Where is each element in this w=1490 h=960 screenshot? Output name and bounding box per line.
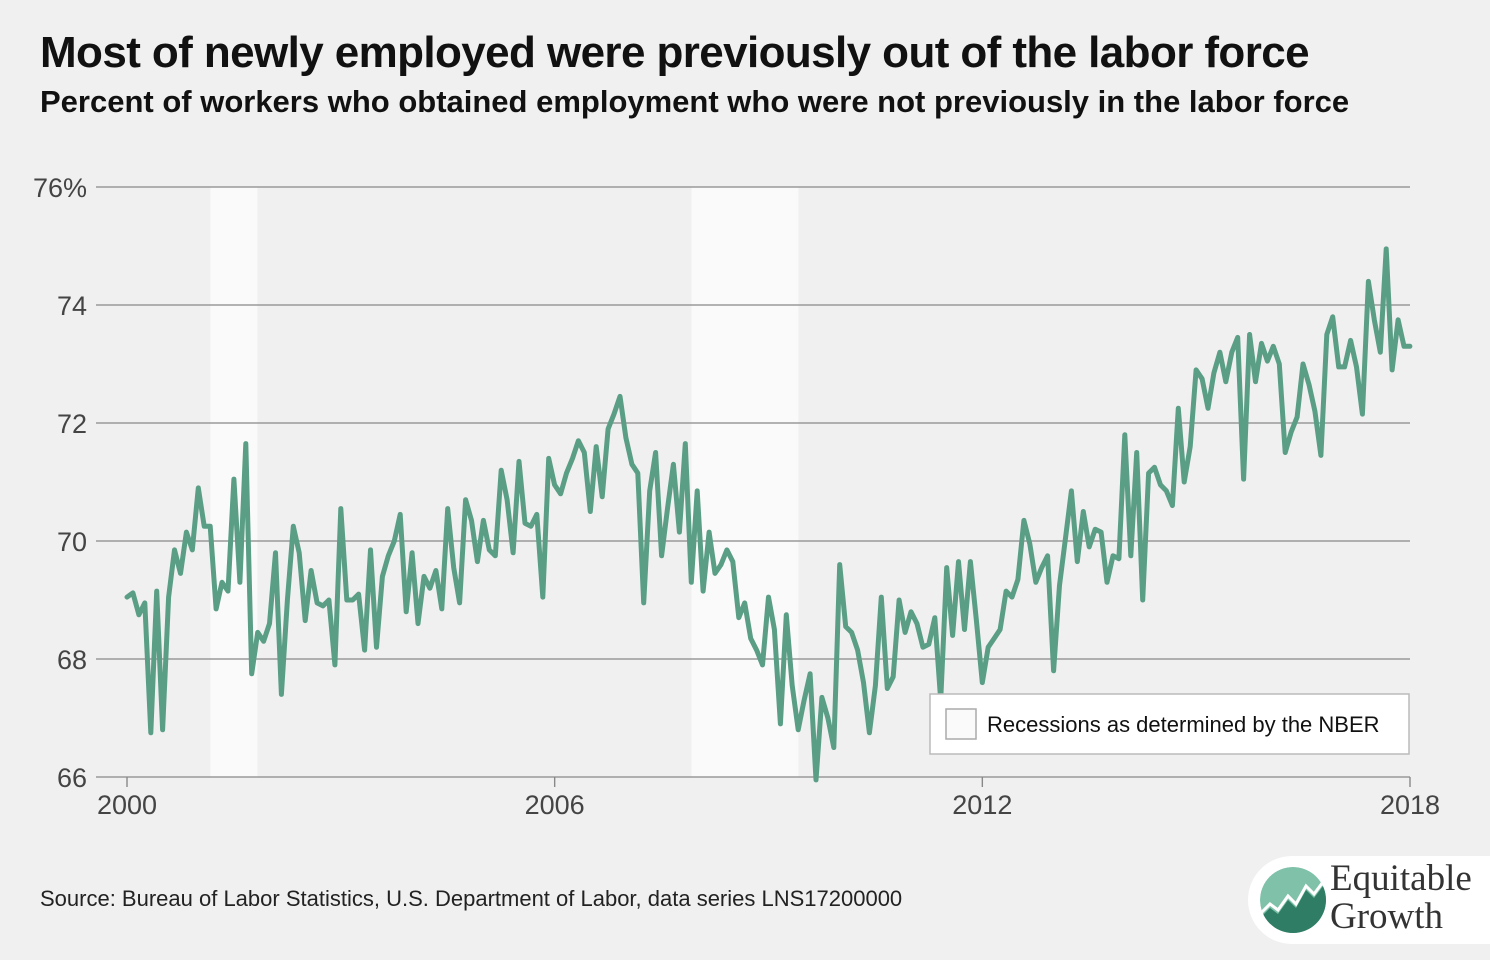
- y-tick-label: 66: [57, 763, 87, 793]
- gridlines: [96, 186, 1410, 778]
- y-tick-label: 72: [57, 409, 87, 439]
- equitable-growth-logo: Equitable Growth: [1248, 856, 1490, 944]
- logo-word-equitable: Equitable: [1330, 858, 1472, 899]
- x-tick-label: 2012: [952, 790, 1012, 820]
- legend-swatch-recession: [945, 708, 977, 740]
- logo-chart-icon: [1260, 867, 1326, 933]
- y-tick-label: 68: [57, 645, 87, 675]
- x-tick-label: 2000: [97, 790, 157, 820]
- series-line-1: [124, 246, 1413, 783]
- x-axis-ticks: 2000 2006 2012 2018: [97, 777, 1440, 820]
- legend-label-recession: Recessions as determined by the NBER: [987, 712, 1380, 737]
- y-tick-label: 76%: [33, 173, 87, 203]
- chart-subtitle: Percent of workers who obtained employme…: [40, 84, 1350, 119]
- x-tick-label: 2018: [1380, 790, 1440, 820]
- y-axis-tick-labels: 66 68 70 72 74 76%: [33, 173, 87, 793]
- chart-title: Most of newly employed were previously o…: [40, 28, 1310, 77]
- x-tick-label: 2006: [525, 790, 585, 820]
- y-tick-label: 70: [57, 527, 87, 557]
- source-note: Source: Bureau of Labor Statistics, U.S.…: [40, 886, 903, 911]
- logo-wordmark: Equitable Growth: [1330, 860, 1472, 936]
- legend-box: [929, 693, 1410, 755]
- y-tick-label: 74: [57, 291, 87, 321]
- logo-word-growth: Growth: [1330, 896, 1444, 937]
- series-line-layer: [124, 246, 1413, 783]
- legend: Recessions as determined by the NBER: [929, 693, 1410, 755]
